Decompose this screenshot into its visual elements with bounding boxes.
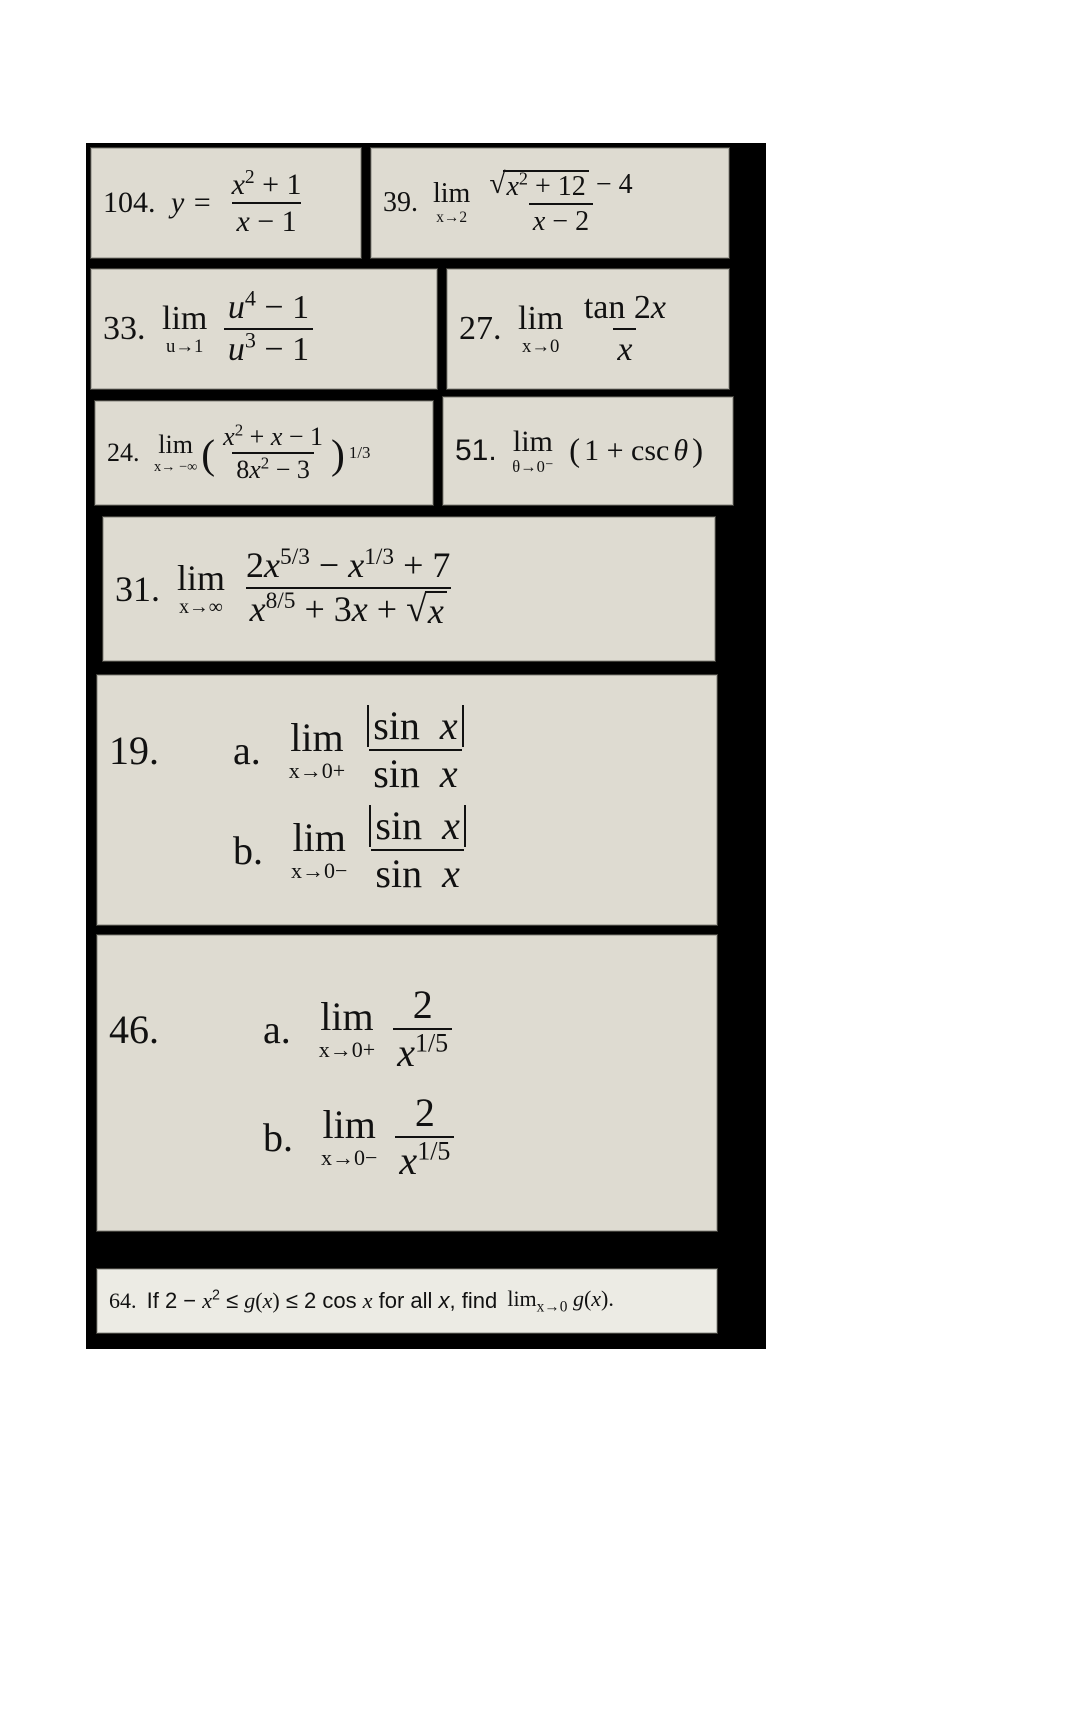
limit-b: limx→0− <box>291 818 347 882</box>
problem-number: 19. <box>109 727 229 774</box>
part-b-label: b. <box>233 827 263 874</box>
limit-a: limx→0+ <box>289 718 345 782</box>
lhs: y = <box>171 186 212 220</box>
paren-close: ) <box>331 434 345 476</box>
paren-open: ( <box>569 435 580 468</box>
fraction: 2x5/3 − x1/3 + 7 x8/5 + 3x + √x <box>242 547 454 631</box>
part-b-label: b. <box>263 1114 293 1161</box>
problem-number: 51. <box>455 434 497 468</box>
limit: lim x→0 <box>518 302 563 357</box>
problem-number: 27. <box>459 310 502 348</box>
problem-64: 64. If 2 − x2 ≤ g(x) ≤ 2 cos x for all x… <box>96 1268 718 1334</box>
problem-46: 46. a. limx→0+ 2 x1/5 b. limx→0− 2 x1/5 <box>96 934 718 1232</box>
limit: lim x→2 <box>433 180 470 225</box>
problem-number: 39. <box>383 187 418 219</box>
problem-33: 33. lim u→1 u4 − 1 u3 − 1 <box>90 268 438 390</box>
fraction: x2 + x − 1 8x2 − 3 <box>219 423 327 484</box>
fraction: tan 2x x <box>580 290 670 367</box>
problem-number: 46. <box>109 1006 259 1053</box>
problem-19: 19. a. limx→0+ sin x sin x b. limx→0− si… <box>96 674 718 926</box>
problem-number: 64. <box>109 1288 137 1314</box>
paren-open: ( <box>201 434 215 476</box>
part-a-label: a. <box>263 1006 291 1053</box>
limit-b: limx→0− <box>321 1105 377 1169</box>
problem-number: 104. <box>103 186 156 220</box>
problem-number: 31. <box>115 568 160 610</box>
limit-a: limx→0+ <box>319 997 375 1061</box>
fraction-a: sin x sin x <box>363 705 467 795</box>
problem-104: 104. y = x2 + 1 x − 1 <box>90 147 362 259</box>
fraction: u4 − 1 u3 − 1 <box>224 290 313 367</box>
problem-31: 31. lim x→∞ 2x5/3 − x1/3 + 7 x8/5 + 3x +… <box>102 516 716 662</box>
problem-24: 24. lim x→ −∞ ( x2 + x − 1 8x2 − 3 )1/3 <box>94 400 434 506</box>
paren-close: ) <box>692 435 703 468</box>
fraction-b: sin x sin x <box>365 805 469 895</box>
problem-51: 51. lim θ→0⁻ (1 + csc θ) <box>442 396 734 506</box>
problem-number: 24. <box>107 438 140 468</box>
fraction: √x2 + 12 − 4 x − 2 <box>485 170 636 237</box>
limit: lim x→ −∞ <box>154 432 197 474</box>
theta: θ <box>673 434 688 468</box>
fraction-b: 2 x1/5 <box>395 1092 454 1182</box>
part-a-label: a. <box>233 727 261 774</box>
limit: lim u→1 <box>162 302 207 357</box>
problem-number: 33. <box>103 310 146 348</box>
problem-27: 27. lim x→0 tan 2x x <box>446 268 730 390</box>
limit: lim θ→0⁻ <box>512 427 553 476</box>
limit: lim x→∞ <box>177 560 225 618</box>
problem-39: 39. lim x→2 √x2 + 12 − 4 x − 2 <box>370 147 730 259</box>
fraction-a: 2 x1/5 <box>393 984 452 1074</box>
fraction: x2 + 1 x − 1 <box>228 169 306 238</box>
